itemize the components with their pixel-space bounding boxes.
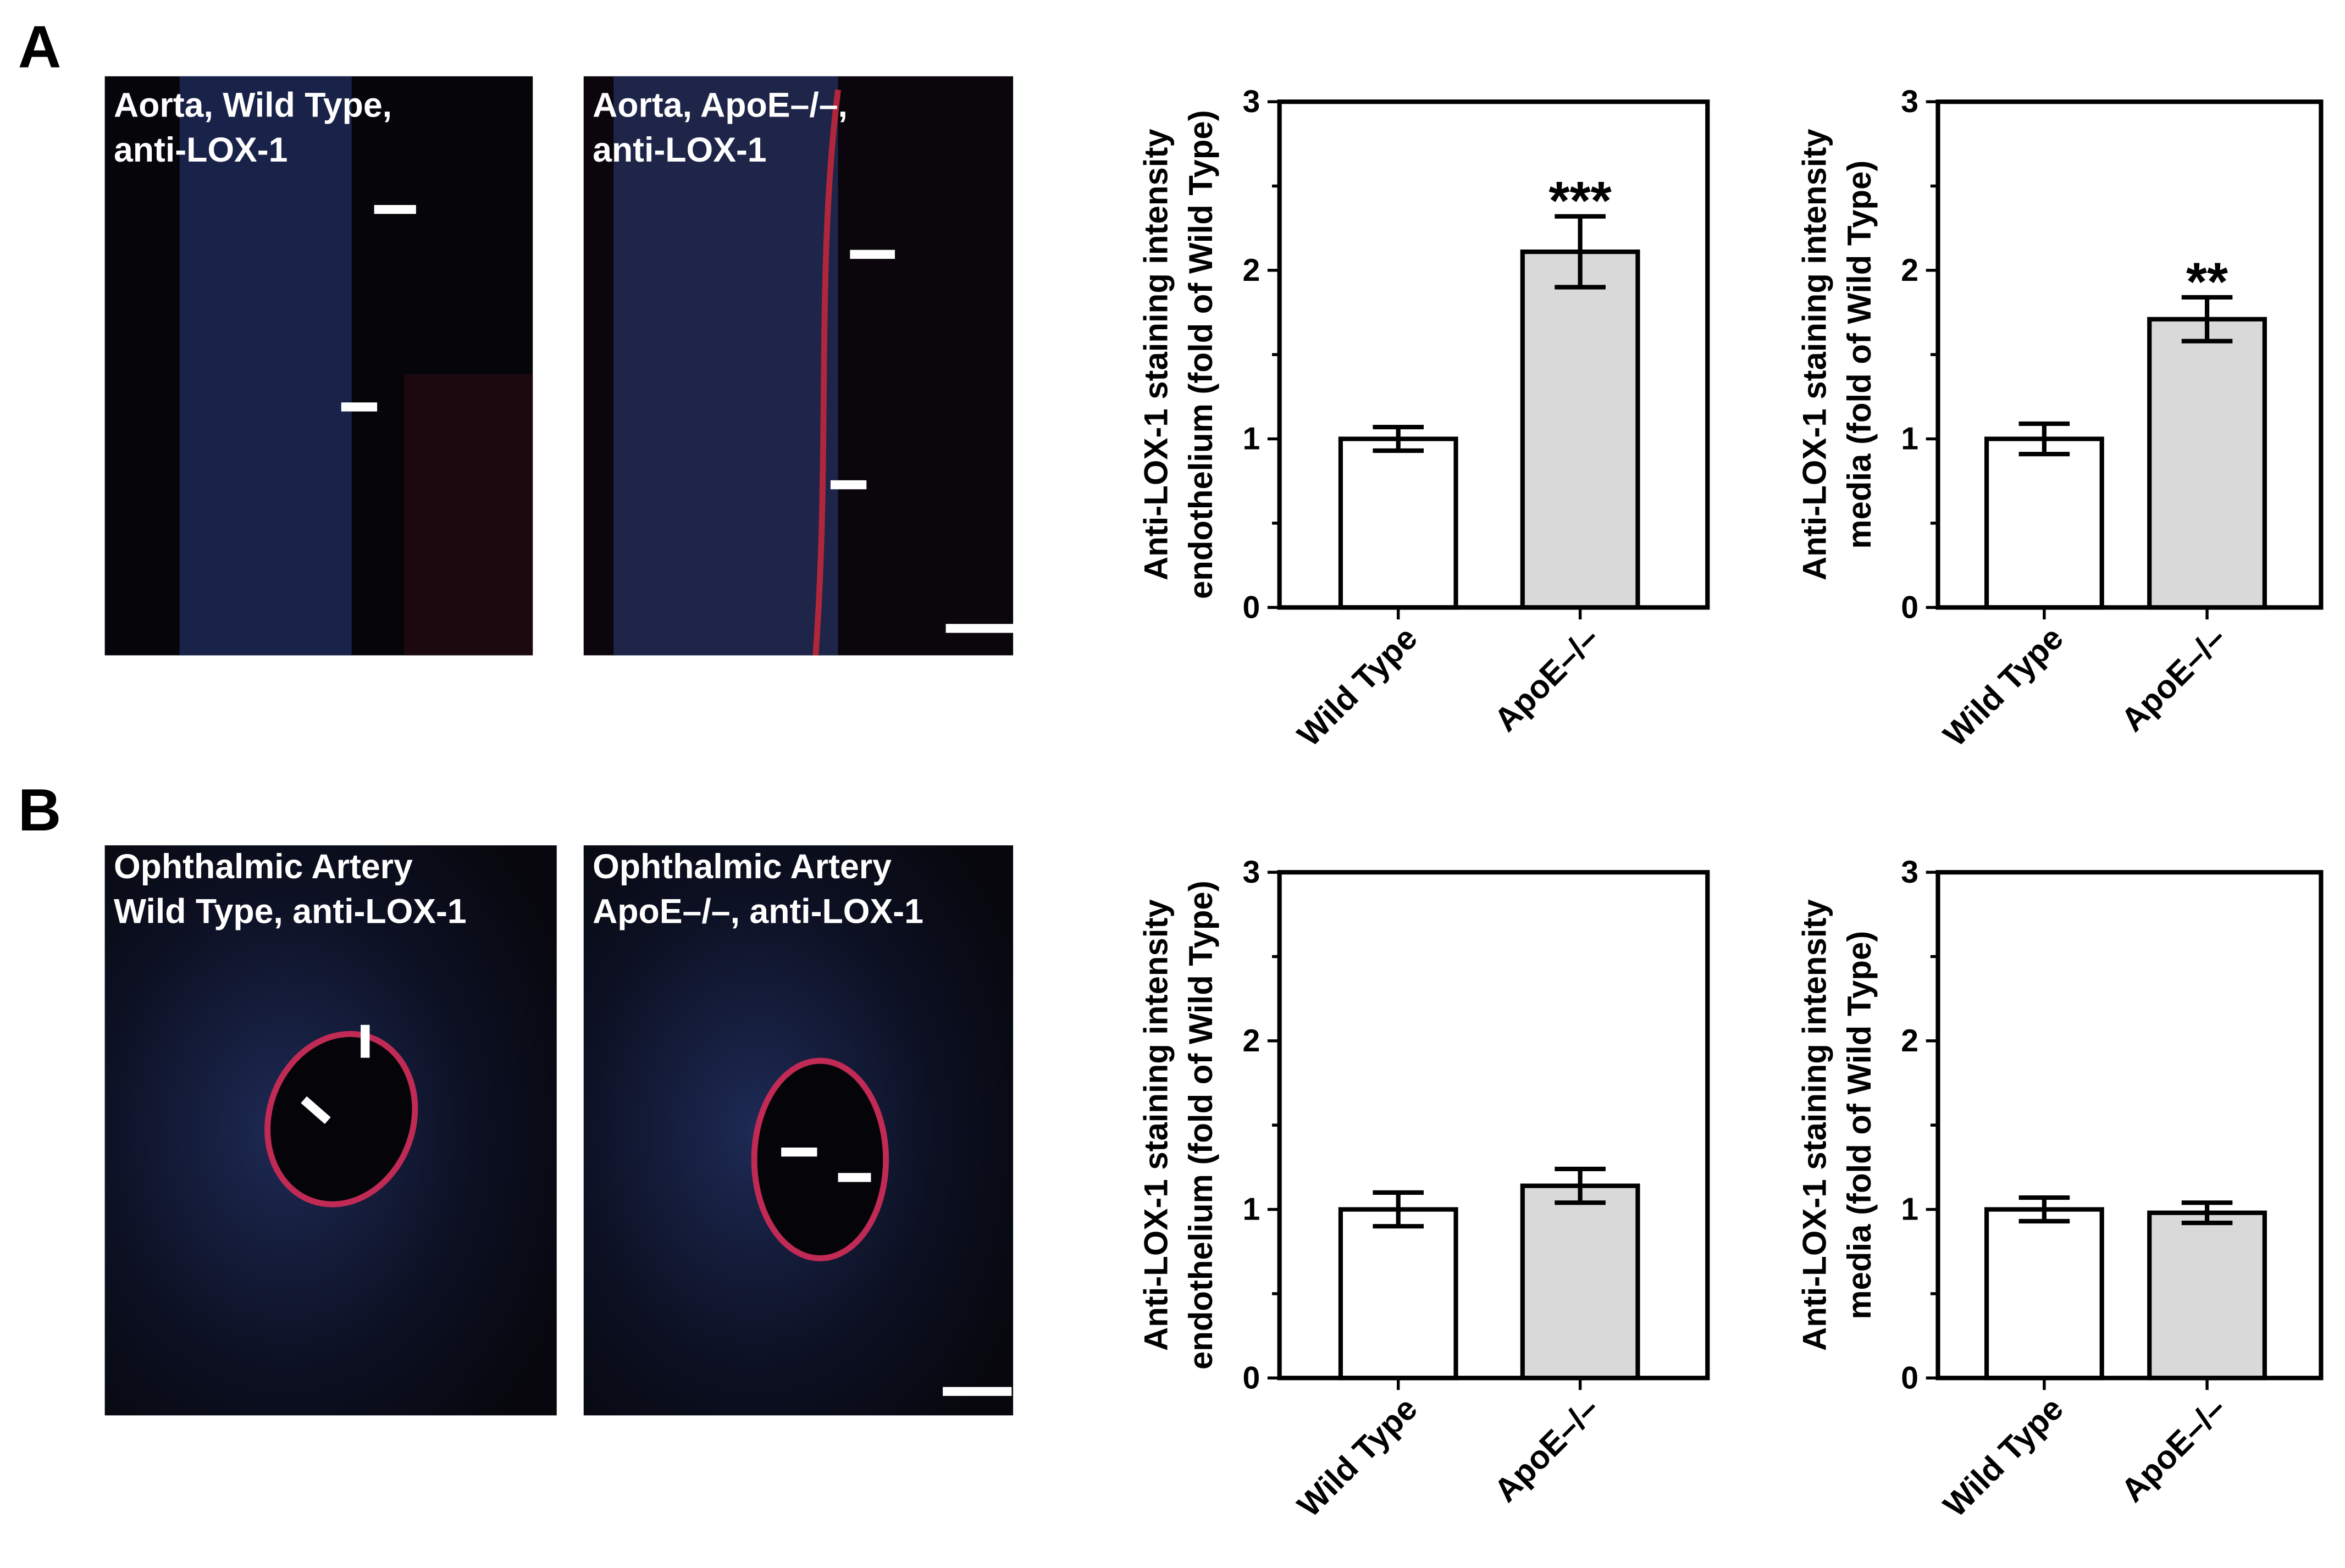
y-axis-label: media (fold of Wild Type)	[1841, 160, 1878, 549]
bar	[1338, 436, 1458, 610]
panel-label: A	[18, 14, 62, 81]
y-tick-label: 2	[1901, 1023, 1918, 1059]
plot-frame	[1277, 99, 1710, 610]
x-tick-label: ApoE–/–	[1487, 619, 1606, 739]
image-caption: Aorta, ApoE–/–,	[593, 86, 848, 124]
y-axis-label: media (fold of Wild Type)	[1841, 931, 1878, 1320]
bar	[1984, 436, 2104, 610]
x-tick-label: ApoE–/–	[2114, 1390, 2233, 1509]
error-bar	[1373, 1190, 1424, 1229]
significance-label: **	[2186, 251, 2228, 312]
panel-label: B	[18, 777, 62, 844]
error-bar	[1555, 214, 1606, 290]
image-caption: Ophthalmic Artery	[114, 847, 413, 886]
x-tick-label: Wild Type	[1290, 1390, 1424, 1524]
y-axis-label: Anti-LOX-1 staining intensity	[1796, 899, 1833, 1351]
bar	[2147, 317, 2267, 610]
bar	[1338, 1207, 1458, 1381]
y-axis-label: endothelium (fold of Wild Type)	[1182, 880, 1219, 1370]
y-tick-label: 1	[1901, 422, 1918, 457]
image-caption: Ophthalmic Artery	[593, 847, 892, 886]
image-caption: Aorta, Wild Type,	[114, 86, 392, 124]
bar	[1520, 250, 1640, 610]
y-tick-label: 3	[1901, 84, 1918, 119]
micrograph	[104, 76, 533, 656]
error-bar	[2018, 421, 2070, 457]
y-tick-label: 2	[1242, 253, 1260, 288]
y-tick-label: 3	[1901, 855, 1918, 890]
error-bar	[1555, 1166, 1606, 1205]
x-tick-label: Wild Type	[1290, 619, 1424, 753]
y-tick-label: 1	[1901, 1192, 1918, 1227]
error-bar	[2181, 295, 2233, 343]
x-tick-label: Wild Type	[1936, 619, 2070, 753]
y-tick-label: 0	[1242, 1360, 1260, 1395]
y-tick-label: 0	[1242, 590, 1260, 625]
plot-frame	[1277, 870, 1710, 1381]
micrograph	[104, 845, 557, 1416]
y-tick-label: 1	[1242, 1192, 1260, 1227]
y-tick-label: 0	[1901, 1360, 1918, 1395]
y-tick-label: 2	[1242, 1023, 1260, 1059]
micrograph	[583, 76, 1015, 656]
y-tick-label: 3	[1242, 855, 1260, 890]
y-axis-label: Anti-LOX-1 staining intensity	[1137, 899, 1174, 1351]
plot-frame	[1935, 870, 2324, 1381]
y-axis-label: Anti-LOX-1 staining intensity	[1796, 129, 1833, 580]
image-caption: anti-LOX-1	[114, 131, 288, 169]
image-caption: Wild Type, anti-LOX-1	[114, 893, 467, 931]
image-caption: ApoE–/–, anti-LOX-1	[593, 893, 923, 931]
y-tick-label: 2	[1901, 253, 1918, 288]
error-bar	[2018, 1195, 2070, 1224]
x-tick-label: Wild Type	[1936, 1390, 2070, 1524]
y-tick-label: 0	[1901, 590, 1918, 625]
bar	[2147, 1210, 2267, 1381]
x-tick-label: ApoE–/–	[2114, 619, 2233, 739]
micrograph	[583, 845, 1014, 1416]
y-axis-label: endothelium (fold of Wild Type)	[1182, 110, 1219, 599]
x-tick-label: ApoE–/–	[1487, 1390, 1606, 1509]
image-caption: anti-LOX-1	[593, 131, 767, 169]
significance-label: ***	[1548, 170, 1612, 231]
y-tick-label: 3	[1242, 84, 1260, 119]
bar	[1984, 1207, 2104, 1381]
y-axis-label: Anti-LOX-1 staining intensity	[1137, 129, 1174, 580]
error-bar	[1373, 424, 1424, 453]
y-tick-label: 1	[1242, 422, 1260, 457]
error-bar	[2181, 1200, 2233, 1226]
bar	[1520, 1183, 1640, 1381]
plot-frame	[1935, 99, 2324, 610]
